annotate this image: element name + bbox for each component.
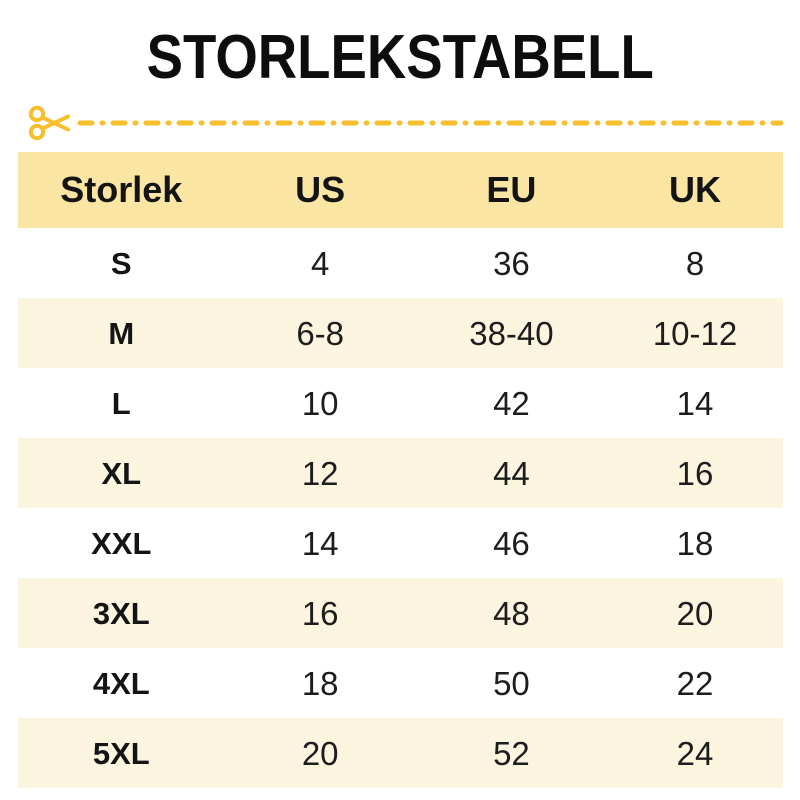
column-header-uk: UK [669, 169, 722, 210]
eu-cell: 44 [493, 454, 530, 492]
size-table: Storlek US EU UK S 4 36 8 M 6-8 38-40 10… [18, 152, 783, 788]
scissors-icon [28, 103, 74, 143]
size-cell: L [111, 385, 131, 421]
eu-cell: 42 [493, 384, 530, 422]
uk-cell: 24 [676, 734, 714, 772]
eu-cell: 46 [493, 524, 530, 562]
dashed-cut-rule [76, 117, 788, 129]
eu-cell: 52 [493, 734, 530, 772]
us-cell: 6-8 [296, 314, 345, 352]
table-row: 3XL 16 48 20 [18, 578, 783, 648]
uk-cell: 18 [676, 524, 714, 562]
uk-cell: 20 [676, 594, 714, 632]
page-title-text: STORLEKSTABELL [146, 23, 654, 92]
table-row: XL 12 44 16 [18, 438, 783, 508]
eu-cell: 50 [493, 664, 530, 702]
us-cell: 18 [301, 664, 339, 702]
cut-line [28, 100, 788, 146]
us-cell: 12 [301, 454, 339, 492]
table-header-row: Storlek US EU UK [18, 152, 783, 228]
size-cell: 5XL [92, 735, 150, 771]
eu-cell: 38-40 [469, 314, 554, 352]
page-title: STORLEKSTABELL [0, 22, 800, 94]
size-cell: M [108, 315, 135, 351]
column-header-storlek: Storlek [60, 169, 183, 210]
uk-cell: 10-12 [652, 314, 738, 352]
table-row: S 4 36 8 [18, 228, 783, 298]
uk-cell: 8 [685, 244, 705, 282]
uk-cell: 14 [676, 384, 714, 422]
table-row: L 10 42 14 [18, 368, 783, 438]
us-cell: 4 [310, 244, 330, 282]
size-cell: 4XL [92, 665, 150, 701]
eu-cell: 48 [493, 594, 530, 632]
column-header-us: US [295, 169, 346, 210]
size-cell: S [110, 245, 132, 281]
table-row: 5XL 20 52 24 [18, 718, 783, 788]
eu-cell: 36 [493, 244, 530, 282]
us-cell: 14 [301, 524, 339, 562]
size-cell: XXL [91, 525, 152, 561]
size-cell: XL [101, 455, 142, 491]
uk-cell: 16 [676, 454, 714, 492]
table-row: XXL 14 46 18 [18, 508, 783, 578]
us-cell: 20 [301, 734, 339, 772]
size-cell: 3XL [92, 595, 150, 631]
us-cell: 10 [301, 384, 339, 422]
table-row: M 6-8 38-40 10-12 [18, 298, 783, 368]
column-header-eu: EU [486, 169, 537, 210]
table-row: 4XL 18 50 22 [18, 648, 783, 718]
us-cell: 16 [301, 594, 339, 632]
uk-cell: 22 [676, 664, 714, 702]
